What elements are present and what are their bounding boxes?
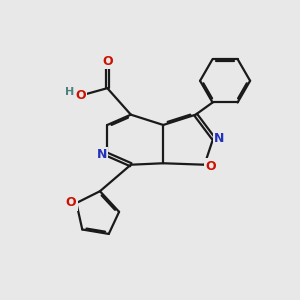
Text: O: O xyxy=(66,196,76,209)
Text: N: N xyxy=(214,132,224,145)
Text: H: H xyxy=(65,87,74,97)
Text: N: N xyxy=(97,148,107,161)
Text: O: O xyxy=(76,89,86,102)
Text: O: O xyxy=(102,55,112,68)
Text: O: O xyxy=(206,160,216,173)
